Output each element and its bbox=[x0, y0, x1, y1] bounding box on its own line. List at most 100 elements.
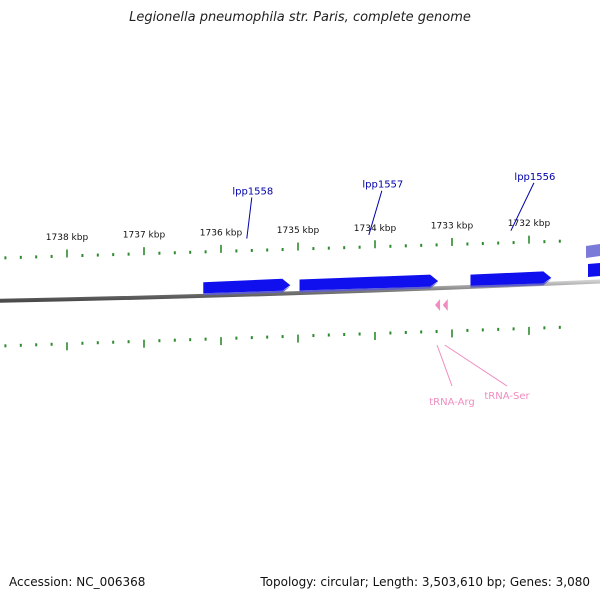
gene-callout-line bbox=[246, 197, 253, 239]
gene-arrow bbox=[588, 263, 600, 277]
major-tick bbox=[143, 247, 145, 256]
gene-arrow-shadow bbox=[470, 278, 552, 288]
minor-tick bbox=[497, 327, 500, 331]
gene-label: lpp1557 bbox=[362, 180, 403, 191]
trna-features: tRNA-Arg tRNA-Ser bbox=[429, 299, 530, 408]
major-tick bbox=[297, 242, 299, 251]
trna-callout-line bbox=[436, 344, 453, 387]
minor-tick bbox=[112, 253, 115, 257]
minor-tick bbox=[404, 330, 407, 334]
minor-tick bbox=[512, 241, 515, 245]
minor-tick bbox=[466, 242, 469, 246]
scale-labels: 1738 kbp 1737 kbp 1736 kbp 1735 kbp 1734 kbp… bbox=[46, 219, 551, 243]
trna-feature: tRNA-Ser bbox=[442, 299, 530, 402]
minor-tick bbox=[358, 245, 361, 249]
minor-tick bbox=[358, 332, 361, 336]
minor-tick bbox=[50, 342, 53, 346]
major-tick bbox=[66, 249, 68, 258]
minor-tick bbox=[543, 326, 546, 330]
gene-arrow bbox=[299, 274, 439, 291]
minor-tick bbox=[127, 340, 130, 344]
gene-callout-line bbox=[510, 182, 535, 231]
gene-arrow bbox=[470, 271, 552, 286]
minor-tick bbox=[250, 248, 253, 252]
gene-feature: lpp1556 bbox=[470, 172, 555, 288]
minor-tick bbox=[312, 247, 315, 251]
minor-tick bbox=[35, 343, 38, 347]
trna-feature: tRNA-Arg bbox=[429, 299, 475, 408]
minor-tick bbox=[558, 239, 561, 243]
scale-label: 1737 kbp bbox=[123, 231, 166, 241]
major-tick bbox=[220, 337, 222, 346]
trna-arrow bbox=[435, 299, 441, 311]
minor-tick bbox=[19, 255, 22, 259]
major-tick bbox=[297, 334, 299, 343]
minor-tick bbox=[127, 252, 130, 256]
scale-label: 1736 kbp bbox=[200, 228, 243, 238]
minor-tick bbox=[281, 248, 284, 252]
minor-tick bbox=[266, 335, 269, 339]
minor-tick bbox=[19, 343, 22, 347]
major-tick bbox=[66, 342, 68, 351]
gene-arrow-shadow bbox=[203, 286, 291, 296]
minor-tick bbox=[512, 327, 515, 331]
minor-tick bbox=[420, 330, 423, 334]
minor-tick bbox=[189, 250, 192, 254]
scale-label: 1732 kbp bbox=[508, 219, 551, 229]
scale-label: 1738 kbp bbox=[46, 233, 89, 243]
trna-label: tRNA-Arg bbox=[429, 397, 474, 408]
minor-tick bbox=[189, 338, 192, 342]
minor-tick bbox=[235, 249, 238, 253]
major-tick bbox=[451, 329, 453, 338]
minor-tick bbox=[466, 328, 469, 332]
minor-tick bbox=[497, 241, 500, 245]
gene-feature: lpp1557 bbox=[299, 180, 439, 293]
major-tick bbox=[143, 339, 145, 348]
minor-tick bbox=[50, 254, 53, 258]
major-tick bbox=[451, 237, 453, 246]
minor-tick bbox=[558, 325, 561, 329]
scale-label: 1734 kbp bbox=[354, 224, 397, 234]
scale-label: 1733 kbp bbox=[431, 221, 474, 231]
map-title: Legionella pneumophila str. Paris, compl… bbox=[129, 10, 471, 25]
minor-tick bbox=[96, 341, 99, 345]
minor-tick bbox=[343, 246, 346, 250]
inner-scale-ticks bbox=[4, 325, 561, 351]
minor-tick bbox=[420, 243, 423, 247]
minor-tick bbox=[481, 242, 484, 246]
minor-tick bbox=[250, 336, 253, 340]
minor-tick bbox=[327, 246, 330, 250]
major-tick bbox=[220, 244, 222, 253]
accession-text: Accession: NC_006368 bbox=[9, 575, 146, 589]
minor-tick bbox=[266, 248, 269, 252]
minor-tick bbox=[81, 341, 84, 345]
minor-tick bbox=[158, 251, 161, 255]
outer-scale-ticks bbox=[4, 235, 561, 260]
gene-feature-edge[interactable] bbox=[586, 244, 600, 277]
gene-label: lpp1558 bbox=[232, 186, 273, 197]
minor-tick bbox=[173, 338, 176, 342]
gene-label: lpp1556 bbox=[514, 172, 555, 183]
gene-arrow bbox=[203, 278, 291, 294]
minor-tick bbox=[343, 333, 346, 337]
gene-callout-line bbox=[368, 190, 383, 236]
gene-features: lpp1558 lpp1557 lpp1556 bbox=[203, 172, 555, 296]
gene-arrow bbox=[586, 244, 600, 258]
gene-arrow-shadow bbox=[299, 282, 439, 293]
scale-label: 1735 kbp bbox=[277, 226, 320, 236]
trna-arrow bbox=[442, 299, 448, 311]
genome-summary-text: Topology: circular; Length: 3,503,610 bp… bbox=[260, 575, 590, 589]
minor-tick bbox=[235, 336, 238, 340]
minor-tick bbox=[112, 340, 115, 344]
major-tick bbox=[528, 326, 530, 335]
minor-tick bbox=[481, 328, 484, 332]
minor-tick bbox=[96, 253, 99, 257]
minor-tick bbox=[543, 240, 546, 244]
minor-tick bbox=[389, 331, 392, 335]
minor-tick bbox=[435, 243, 438, 247]
minor-tick bbox=[204, 250, 207, 254]
minor-tick bbox=[435, 329, 438, 333]
major-tick bbox=[374, 240, 376, 249]
minor-tick bbox=[327, 333, 330, 337]
